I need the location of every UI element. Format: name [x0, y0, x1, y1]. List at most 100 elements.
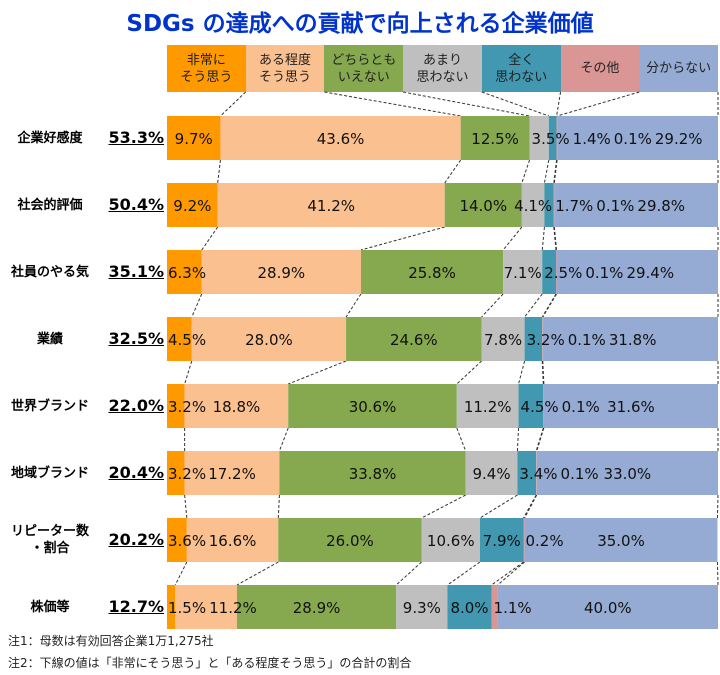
data-label: 28.0% — [245, 331, 293, 349]
total-label: 32.5% — [108, 329, 164, 348]
connector-line — [481, 293, 504, 318]
connector-line — [421, 494, 466, 519]
connector-line — [395, 561, 422, 586]
bar-segment — [175, 585, 237, 629]
bar-segment — [544, 183, 554, 227]
total-label: 20.4% — [108, 463, 164, 482]
data-label: 4.5% — [521, 398, 559, 416]
data-label: 26.0% — [326, 532, 374, 550]
category-label: 社会的評価 — [17, 197, 83, 213]
bar-segment — [447, 585, 492, 629]
bar-segment — [167, 250, 202, 294]
legend-item: その他 — [560, 45, 640, 92]
connector-line — [523, 494, 537, 519]
legend-item: 全く 思わない — [481, 45, 561, 92]
connector-line — [553, 159, 558, 184]
bar-segment — [554, 183, 718, 227]
bar-segment — [517, 451, 537, 495]
data-label: 41.2% — [307, 197, 355, 215]
bar-segment — [536, 451, 718, 495]
data-label: 29.8% — [637, 197, 685, 215]
bar-segment — [481, 317, 525, 361]
connector-line — [479, 494, 518, 519]
bar-segment — [167, 183, 218, 227]
bar-segment — [518, 384, 544, 428]
data-label: 25.8% — [408, 264, 456, 282]
data-label: 4.5% — [168, 331, 206, 349]
connector-line — [541, 226, 545, 251]
legend-item: どちらとも いえない — [324, 45, 404, 92]
connector-line — [518, 360, 526, 385]
connector-line — [403, 91, 530, 117]
connector-line — [447, 561, 481, 586]
data-label: 0.1% — [585, 264, 623, 282]
bar-segment — [465, 451, 518, 495]
bar-segment — [543, 384, 718, 428]
category-label: 社員のやる気 — [10, 264, 89, 280]
total-label: 35.1% — [108, 262, 164, 281]
bar-segment — [184, 384, 289, 428]
data-label: 31.8% — [609, 331, 657, 349]
bar-segment — [360, 250, 504, 294]
bar-segment — [557, 116, 718, 160]
connector-line — [524, 293, 543, 318]
data-label: 2.5% — [544, 264, 582, 282]
data-label: 6.3% — [168, 264, 206, 282]
data-label: 1.4% — [573, 130, 611, 148]
data-label: 11.2% — [209, 599, 257, 617]
bar-segment — [503, 250, 543, 294]
bar-segment — [236, 585, 397, 629]
bar-segment — [460, 116, 530, 160]
data-label: 29.4% — [626, 264, 674, 282]
bar-segment — [548, 116, 557, 160]
bar-segment — [396, 585, 448, 629]
connector-line — [516, 427, 520, 452]
connector-line — [220, 91, 247, 117]
data-label: 0.2% — [525, 532, 563, 550]
data-label: 24.6% — [390, 331, 438, 349]
data-label: 3.4% — [519, 465, 557, 483]
bar-segment — [542, 317, 543, 361]
bar-segment — [542, 250, 557, 294]
connector-line — [556, 91, 562, 117]
connector-line — [716, 561, 719, 586]
bar-segment — [444, 183, 522, 227]
note-2: 注2：下線の値は「非常にそう思う」と「ある程度そう思う」の合計の割合 — [8, 656, 412, 670]
bar-segment — [191, 317, 347, 361]
bar-segment — [167, 585, 176, 629]
data-label: 17.2% — [208, 465, 256, 483]
data-label: 30.6% — [349, 398, 397, 416]
data-label: 0.1% — [596, 197, 634, 215]
bar-segment — [556, 250, 718, 294]
connector-line — [556, 91, 640, 117]
connector-line — [174, 561, 188, 586]
data-label: 16.6% — [209, 532, 257, 550]
bar-segment — [167, 384, 185, 428]
data-label: 0.1% — [561, 465, 599, 483]
bar-segment — [491, 585, 498, 629]
connector-line — [541, 360, 544, 385]
connector-line — [553, 226, 557, 251]
bar-segment — [497, 585, 718, 629]
data-label: 8.0% — [450, 599, 488, 617]
legend-item: 分からない — [639, 45, 718, 92]
data-label: 3.5% — [532, 130, 570, 148]
bar-segment — [556, 250, 557, 294]
bar-segment — [556, 116, 558, 160]
connector-line — [543, 159, 550, 184]
data-label: 4.1% — [514, 197, 552, 215]
connector-line — [542, 293, 557, 318]
bar-segment — [167, 518, 187, 562]
category-label: リピーター数 ・割合 — [10, 524, 89, 556]
data-label: 14.0% — [459, 197, 507, 215]
data-label: 1.1% — [494, 599, 532, 617]
data-label: 9.4% — [472, 465, 510, 483]
connector-line — [553, 226, 558, 251]
data-label: 11.2% — [464, 398, 512, 416]
bar-segment — [421, 518, 480, 562]
total-label: 22.0% — [108, 396, 164, 415]
connector-line — [217, 159, 221, 184]
data-label: 28.9% — [258, 264, 306, 282]
